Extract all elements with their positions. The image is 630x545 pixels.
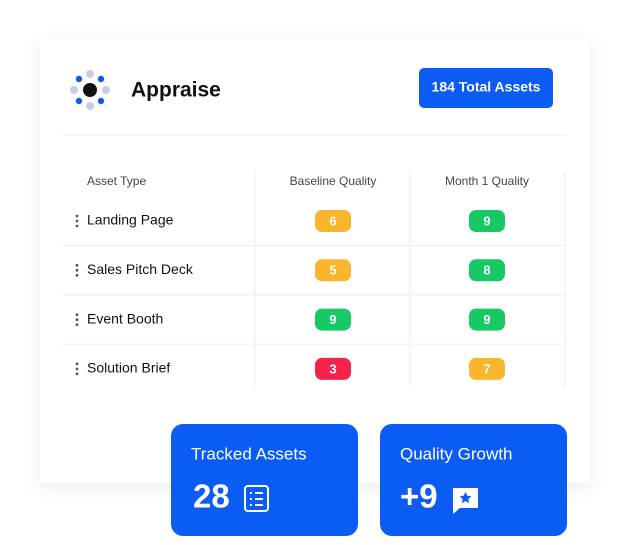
quality-value: 3: [329, 361, 336, 376]
drag-handle: [75, 224, 79, 228]
column-header: Asset Type: [87, 174, 146, 188]
quality-value: 9: [483, 312, 490, 327]
drag-handle: [75, 219, 79, 223]
total-badge: [419, 68, 553, 108]
drag-handle: [75, 263, 79, 267]
column-header: Month 1 Quality: [445, 174, 529, 188]
drag-handle: [75, 268, 79, 272]
stat-card: [380, 424, 567, 536]
asset-name: Landing Page: [87, 212, 174, 228]
drag-handle: [75, 214, 79, 218]
drag-handle: [75, 372, 79, 376]
drag-handle: [75, 318, 79, 321]
quality-value: 6: [329, 213, 336, 228]
stat-value: 28: [193, 478, 230, 515]
flag-icon: [453, 488, 478, 514]
list-icon: [244, 485, 269, 512]
quality-value: 9: [329, 312, 336, 327]
quality-pill: [315, 259, 351, 282]
quality-value: 7: [483, 361, 490, 376]
stat-value: +9: [400, 478, 438, 515]
quality-pill: [315, 210, 351, 232]
column-header: Baseline Quality: [290, 174, 377, 188]
logo: [70, 70, 110, 110]
total-badge-text: 184 Total Assets: [432, 79, 541, 95]
drag-handle: [75, 362, 79, 366]
quality-value: 8: [483, 263, 490, 278]
drag-handle: [75, 313, 79, 316]
quality-pill: [469, 308, 505, 331]
drag-handle: [75, 367, 79, 371]
drag-handle: [75, 323, 79, 326]
asset-name: Solution Brief: [87, 360, 170, 376]
quality-pill: [315, 308, 351, 331]
quality-pill: [469, 357, 505, 380]
quality-value: 9: [483, 213, 490, 228]
asset-name: Event Booth: [87, 310, 163, 326]
stat-label: Tracked Assets: [191, 444, 307, 463]
quality-pill: [315, 357, 351, 380]
quality-value: 5: [329, 263, 336, 278]
asset-name: Sales Pitch Deck: [87, 261, 194, 277]
stat-card: [171, 424, 358, 536]
column-lines: [254, 170, 566, 388]
quality-pill: [469, 259, 505, 282]
table-rows: Landing Page 6 9 Sales Pitch Deck 5 8 Event Bo…: [62, 210, 566, 380]
quality-pill: [469, 210, 505, 232]
app-title: Appraise: [131, 79, 221, 102]
drag-handle: [75, 273, 79, 277]
stat-label: Quality Growth: [400, 444, 512, 463]
